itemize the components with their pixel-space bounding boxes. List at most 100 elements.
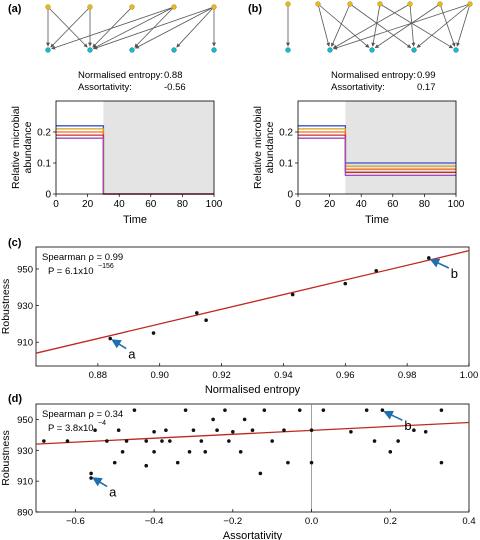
data-point	[349, 429, 353, 434]
resource-node	[369, 47, 375, 53]
y-tick-label: 950	[17, 264, 33, 275]
highlight-arrow	[429, 258, 450, 269]
data-point	[238, 450, 243, 454]
data-point	[262, 408, 267, 412]
panel-b-label: (b)	[248, 3, 262, 15]
perturbation-shading	[103, 101, 214, 194]
data-point	[242, 417, 247, 422]
y-tick-label: 910	[17, 477, 33, 488]
consumer-node	[87, 4, 93, 10]
x-tick-label: 100	[206, 199, 223, 210]
marker-label: a	[128, 347, 136, 362]
consumer-node	[211, 4, 217, 10]
scatter-d: −0.6 −0.4 −0.2 0.0 0.2 0.4 890 910 930 950 Assorta…	[0, 403, 476, 540]
data-point	[282, 428, 286, 433]
stat-a-assort-value: -0.56	[164, 82, 186, 93]
x-tick-label: 20	[82, 199, 94, 210]
network-edge	[409, 3, 416, 47]
data-point	[42, 439, 46, 443]
resource-node	[87, 47, 93, 53]
consumer-node	[347, 1, 353, 7]
data-point	[116, 428, 121, 433]
network-edge	[416, 3, 471, 48]
network-edge	[331, 3, 351, 47]
resource-node	[453, 47, 459, 53]
consumer-node	[315, 1, 321, 7]
data-point	[309, 460, 314, 465]
network-edge	[374, 3, 441, 49]
data-point	[151, 331, 156, 335]
marker-label: b	[404, 418, 411, 433]
data-point	[93, 428, 97, 433]
data-point	[396, 439, 400, 443]
data-point	[144, 463, 149, 468]
data-point	[211, 417, 215, 422]
p-value: P = 6.1x10	[48, 266, 94, 277]
x-tick-label: 0	[295, 199, 301, 210]
x-tick-label: 0	[53, 199, 59, 210]
y-axis-label: Robustness	[0, 430, 12, 485]
resource-node	[171, 47, 177, 53]
p-value: P = 3.8x10	[48, 423, 94, 434]
resource-node	[285, 47, 291, 53]
highlight-arrow	[92, 477, 108, 488]
data-point	[343, 281, 348, 286]
network-edge	[317, 3, 331, 47]
data-point	[321, 408, 326, 412]
data-point	[152, 429, 156, 434]
consumer-node	[437, 1, 443, 7]
network-edge	[134, 6, 175, 48]
x-tick-label: 0.4	[462, 516, 475, 527]
stats-a: Normalised entropy: 0.88 Assortativity: …	[78, 70, 186, 93]
perturbation-shading	[345, 101, 456, 194]
resource-node	[211, 47, 217, 53]
data-point	[439, 460, 444, 465]
x-tick-label: −0.2	[223, 516, 242, 527]
x-tick-label: 100	[448, 199, 465, 210]
network-a	[45, 4, 217, 53]
x-axis-label: Time	[123, 214, 147, 226]
x-tick-label: 0.88	[89, 370, 108, 381]
consumer-node	[285, 1, 291, 7]
x-tick-label: 0.0	[305, 516, 318, 527]
data-point	[89, 471, 93, 476]
y-tick-label: 930	[17, 301, 33, 312]
x-axis-label: Normalised entropy	[205, 384, 301, 396]
spearman-rho: Spearman ρ = 0.99	[42, 252, 123, 263]
x-tick-label: 20	[324, 199, 336, 210]
x-tick-label: 40	[114, 199, 126, 210]
network-edge	[456, 3, 471, 47]
network-edge	[50, 6, 91, 48]
y-tick-label: 910	[17, 338, 33, 349]
x-tick-label: 0.90	[150, 370, 169, 381]
y-tick-label: 0	[45, 190, 51, 201]
consumer-node	[377, 1, 383, 7]
data-point	[204, 318, 208, 323]
data-point	[124, 439, 129, 443]
data-point	[309, 428, 314, 433]
network-edge	[176, 6, 215, 48]
data-point	[183, 408, 188, 412]
data-point	[423, 429, 428, 434]
network-edge	[439, 3, 456, 47]
p-value-exponent: −156	[98, 263, 114, 270]
network-edge	[379, 3, 454, 49]
resource-node	[327, 47, 333, 53]
y-tick-label: 950	[17, 415, 33, 426]
x-tick-label: −0.4	[145, 516, 164, 527]
stat-b-entropy-name: Normalised entropy:	[331, 70, 416, 81]
data-point	[132, 408, 137, 412]
data-point	[297, 408, 302, 412]
data-point	[412, 428, 416, 433]
resource-node	[129, 47, 135, 53]
plot-frame	[35, 403, 470, 513]
network-b	[285, 1, 473, 53]
x-tick-label: 0.2	[384, 516, 397, 527]
data-point	[290, 292, 295, 297]
network-edge	[92, 6, 133, 48]
data-point	[426, 256, 431, 260]
data-point	[372, 439, 377, 443]
stats-b: Normalised entropy: 0.99 Assortativity: …	[331, 70, 436, 93]
y-axis-label: Relative microbial	[252, 106, 264, 189]
